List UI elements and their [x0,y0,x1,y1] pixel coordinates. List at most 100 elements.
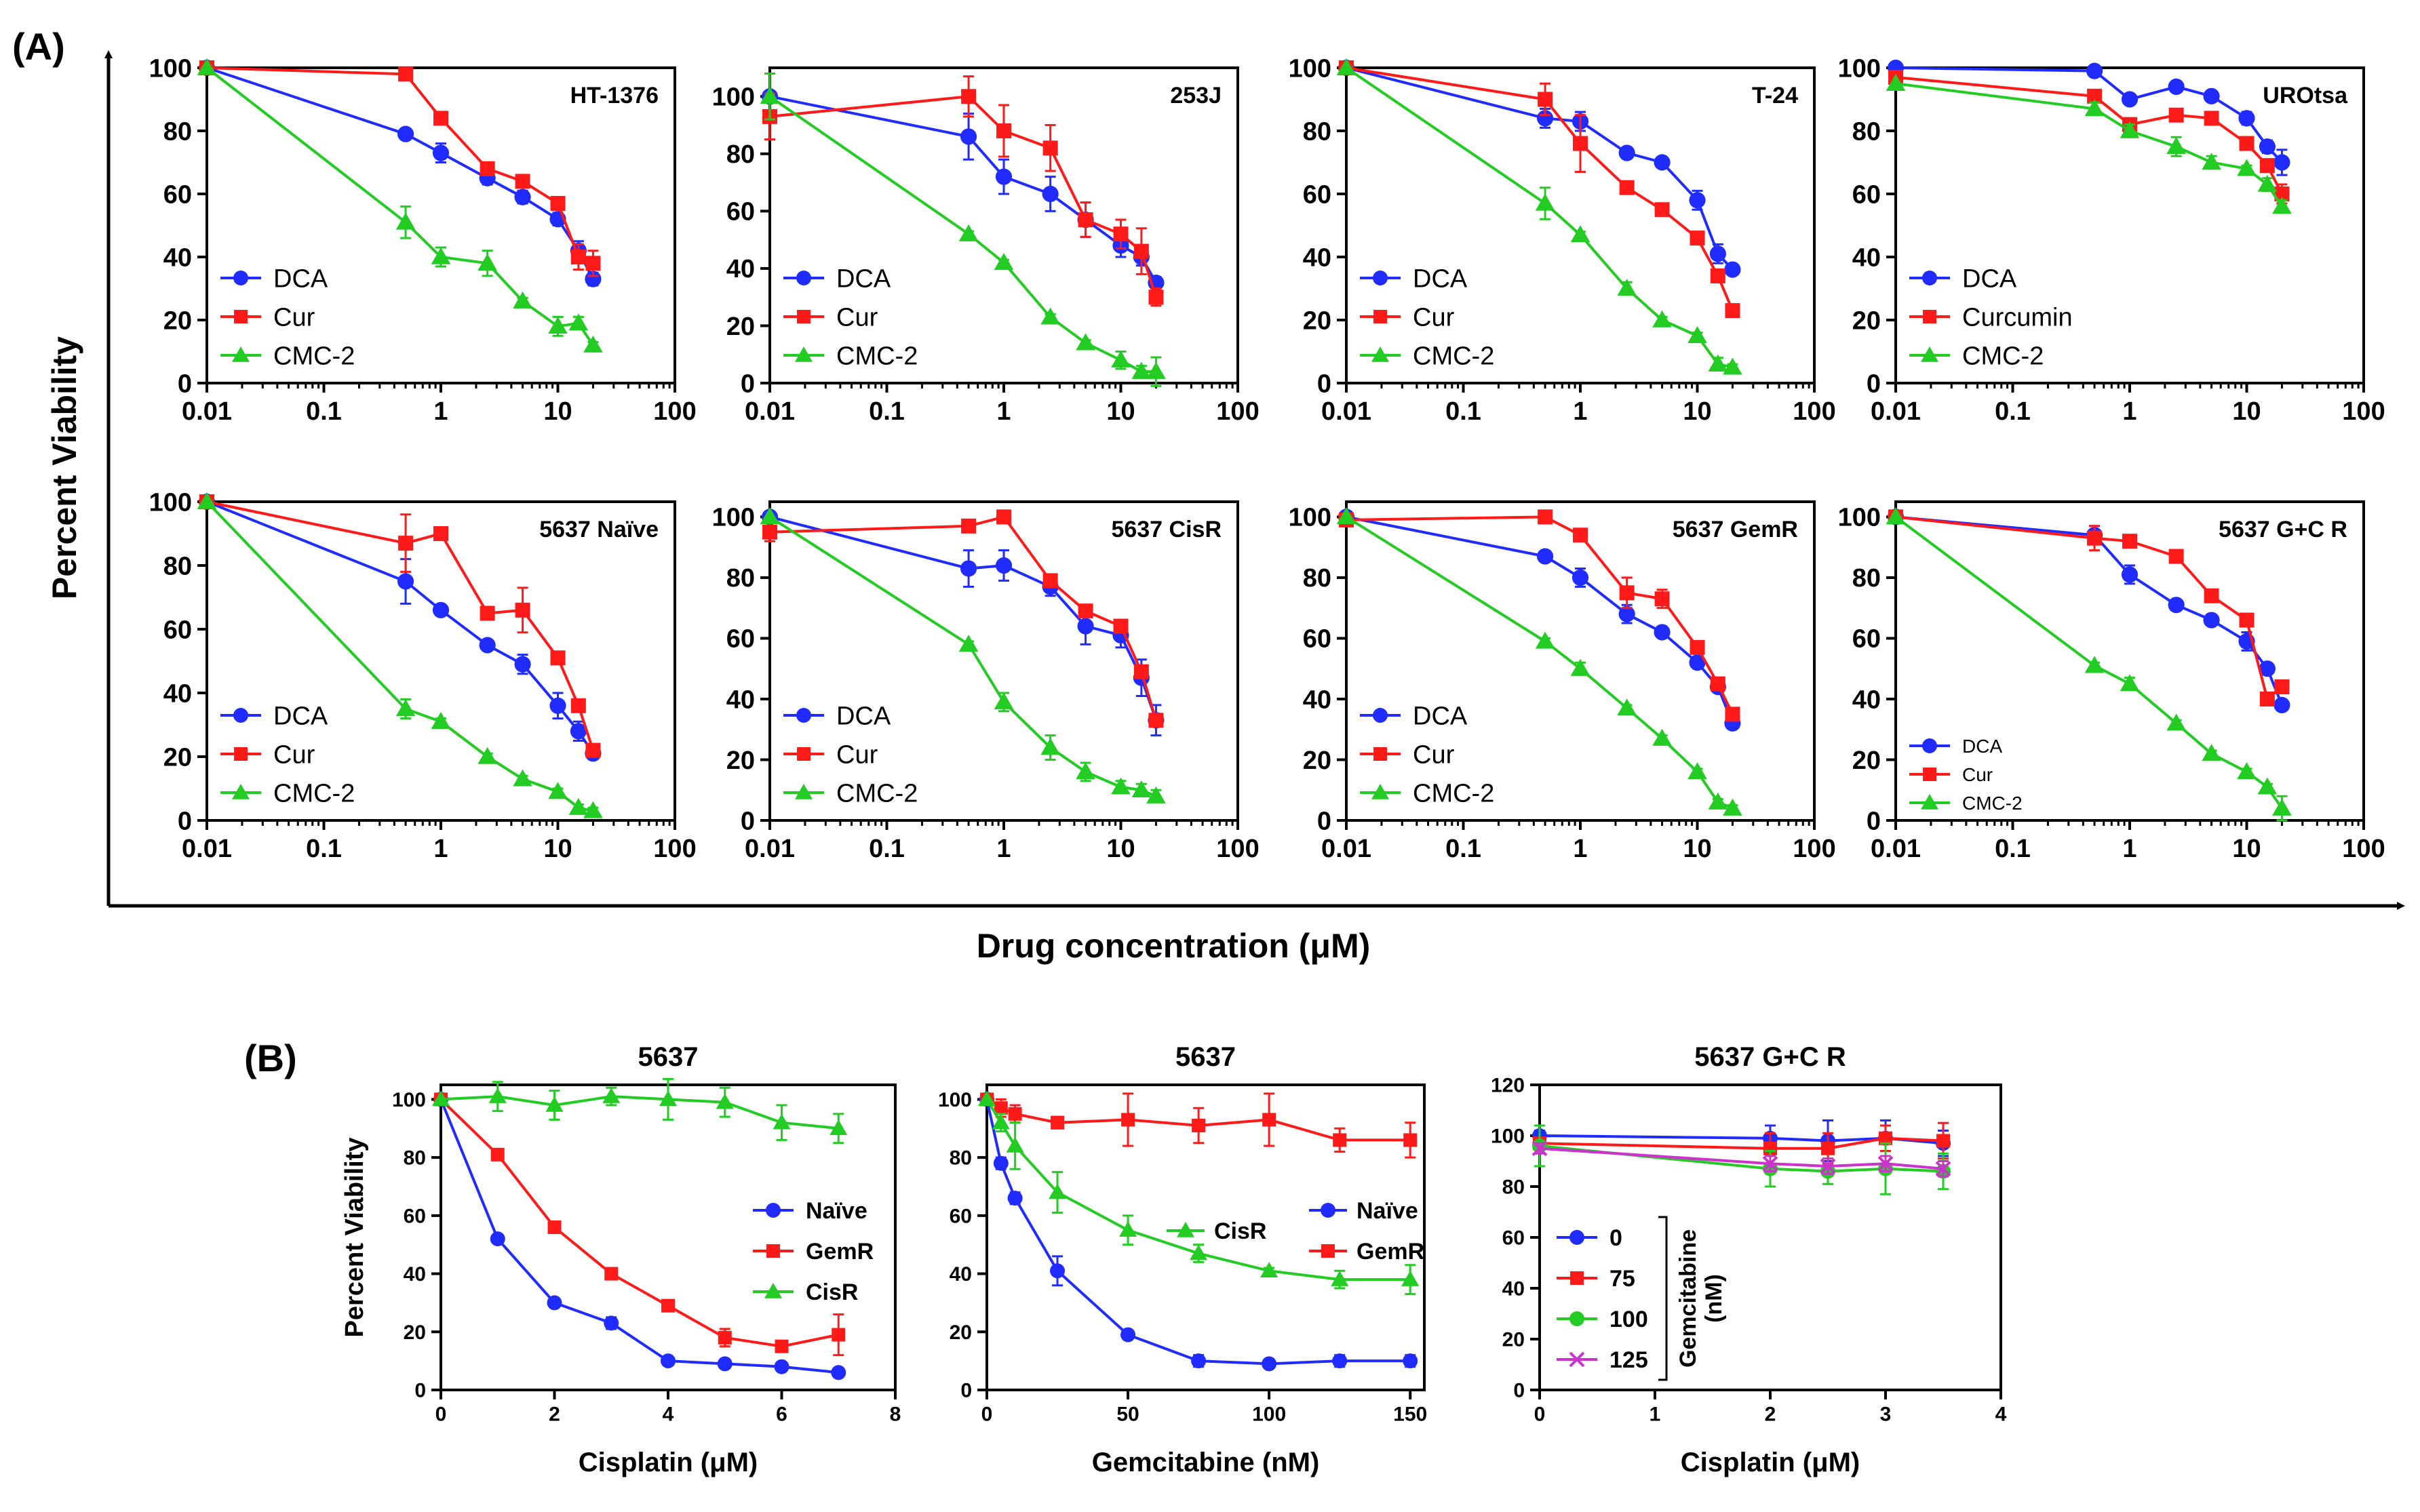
data-point [490,1231,505,1247]
legend-marker [233,708,248,723]
legend-label: CMC-2 [836,779,918,808]
legend-label: Naïve [806,1198,867,1224]
data-point [1121,1113,1135,1127]
y-tick-label: 20 [1502,1329,1525,1351]
legend: DCA Cur CMC-2 [783,264,918,370]
y-tick-label: 120 [1491,1075,1525,1097]
y-tick-label: 80 [726,564,755,593]
series-dca [198,59,602,287]
data-point [1076,333,1095,351]
y-tick-label: 60 [1502,1227,1525,1250]
y-tick-label: 40 [950,1263,972,1286]
data-point [1654,624,1671,641]
data-point [1618,605,1635,622]
data-point [432,144,450,161]
data-point [1008,1107,1022,1121]
legend-label: Cur [836,740,878,769]
data-point [602,1088,621,1103]
data-point [1617,698,1637,716]
legend-label: 125 [1609,1347,1648,1373]
series-line [768,515,1157,798]
x-tick-label: 0.01 [1321,397,1371,426]
data-point [568,797,589,815]
y-tick-label: 100 [712,504,755,532]
legend: Naïve GemR CisR [753,1198,874,1305]
legend: DCA Cur CMC-2 [1360,264,1494,370]
data-point [1336,507,1357,525]
y-tick-label: 0 [178,370,192,398]
data-point [1687,325,1707,343]
y-tick-label: 80 [404,1147,426,1170]
x-tick-label: 0.1 [1445,397,1481,426]
data-point [1538,92,1553,107]
y-tick-label: 80 [1852,117,1881,146]
y-tick-label: 40 [404,1263,426,1286]
y-tick-label: 40 [1852,243,1881,272]
x-tick-label: 10 [1106,397,1135,426]
data-point [397,125,414,142]
chart-title: HT-1376 [570,83,659,108]
plot-frame [440,1083,897,1391]
legend-marker [796,271,811,285]
y-tick-label: 40 [1303,685,1331,714]
legend-marker [1569,1351,1585,1368]
data-point [774,1359,789,1374]
y-tick-label: 0 [178,807,192,835]
data-point [1401,1271,1420,1286]
data-point [716,1093,734,1109]
x-tick-label: 100 [653,835,696,863]
data-point [1570,225,1590,243]
legend-marker [1923,310,1936,323]
series-line [769,515,1158,721]
series-dca [761,88,1165,292]
data-point [1403,1353,1418,1369]
data-point [545,1096,564,1112]
series-cmc-2 [1336,58,1742,375]
data-point [1687,762,1707,780]
data-point [1652,310,1672,327]
series-line [206,66,595,346]
data-point [1879,1131,1892,1145]
legend-marker [1569,1311,1584,1326]
legend-marker [796,708,811,723]
data-point [1049,1183,1067,1199]
data-point [832,1328,846,1342]
y-tick-label: 20 [726,313,755,341]
series-cmc-2 [197,58,603,353]
x-tick-label: 0.01 [182,835,232,863]
y-tick-label: 20 [404,1321,426,1344]
data-point [830,1119,848,1136]
data-point [760,507,780,525]
y-tick-label: 40 [163,679,192,708]
chart-5637-gemr: 0 20 40 60 80 100 0.01 0.1 1 10 100 5637 GemR DCA Cur… [1289,500,1836,863]
data-point [549,697,566,714]
data-point [958,224,979,241]
chart-title: T-24 [1752,83,1798,108]
data-point [1078,603,1093,619]
x-tick-label: 2 [549,1404,560,1426]
data-point [2274,186,2290,201]
panel-b-letter: (B) [244,1037,297,1079]
legend-label: DCA [273,702,328,730]
legend-marker [1371,784,1389,799]
chart-t24: 0 20 40 60 80 100 0.01 0.1 1 10 100 T-24 DCA Cur CMC-2 [1289,54,1836,426]
data-point [1133,664,1149,679]
data-point [547,1295,562,1311]
data-point [1536,548,1554,565]
legend-marker [1371,346,1389,362]
chart-b-cisplatin: 0 20 40 60 80 100 0 2 4 6 8 5637 Cisplatin (μM) Perce… [340,1042,901,1477]
data-point [1570,658,1590,676]
y-tick-label: 100 [1838,54,1881,83]
x-tick-label: 100 [1216,835,1259,863]
x-tick-label: 0 [1534,1404,1546,1426]
legend-marker [1569,1230,1584,1245]
y-tick-label: 20 [163,306,192,335]
y-tick-label: 40 [1852,685,1881,714]
legend-marker [1373,747,1387,761]
data-point [1332,1353,1348,1369]
y-tick-label: 20 [1852,306,1881,335]
x-tick-label: 100 [1216,397,1259,426]
legend-label: Cur [836,303,878,332]
data-point [1710,268,1725,283]
